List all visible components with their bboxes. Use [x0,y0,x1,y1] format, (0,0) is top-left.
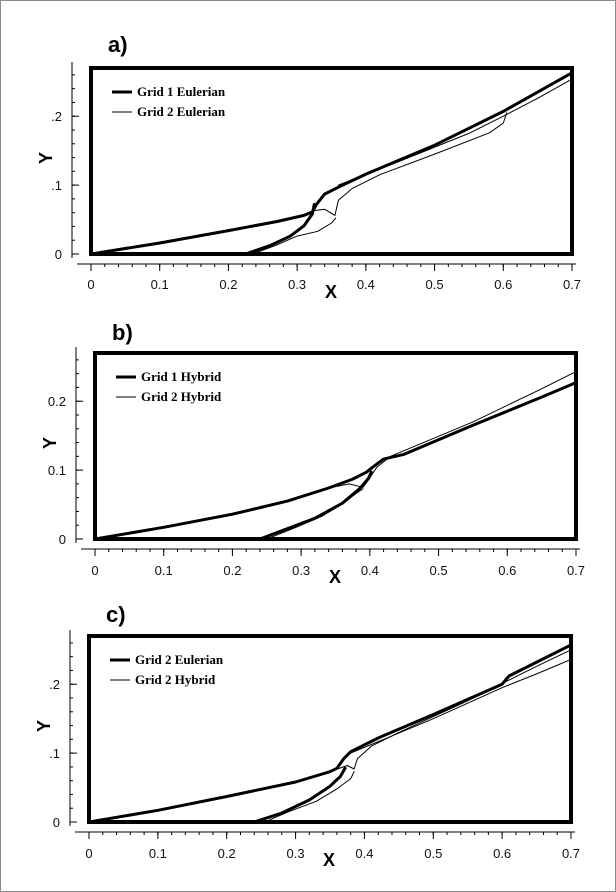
x-tick-label: 0.3 [288,277,306,292]
legend: Grid 1 Hybrid Grid 2 Hybrid [116,369,222,404]
plot-border [87,634,573,824]
x-tick-label: 0.2 [223,563,241,578]
y-tick-label: 0.1 [48,463,66,478]
legend-label: Grid 2 Eulerian [135,652,224,667]
series-line [91,112,508,254]
plot-border [89,66,574,256]
legend-label: Grid 2 Hybrid [141,389,222,404]
y-tick-label: .1 [49,746,60,761]
x-tick-label: 0.3 [287,846,305,861]
series-line [89,649,571,822]
x-tick-label: 0 [91,563,98,578]
panel-label: a) [108,32,128,57]
series-line [258,470,373,539]
x-axis-title: X [329,567,341,587]
x-tick-label: 0.6 [494,277,512,292]
x-tick-label: 0.7 [567,563,585,578]
x-tick-label: 0.4 [361,563,379,578]
y-tick-label: 0 [55,247,62,262]
plot-border [93,351,578,541]
y-tick-label: 0 [53,815,60,830]
y-tick-label: 0.2 [48,394,66,409]
series-line [252,766,347,822]
series-line [252,217,337,254]
series-line [337,78,572,186]
x-tick-label: 0.2 [219,277,237,292]
x-tick-label: 0.5 [424,846,442,861]
x-tick-label: 0.7 [563,277,581,292]
y-tick-label: .2 [51,109,62,124]
legend: Grid 1 Eulerian Grid 2 Eulerian [112,84,226,119]
x-tick-label: 0.6 [498,563,516,578]
plot-lines [91,71,572,254]
x-tick-label: 0.3 [292,563,310,578]
y-axis-title: Y [34,720,54,732]
x-tick-label: 0 [85,846,92,861]
legend: Grid 2 Eulerian Grid 2 Hybrid [110,652,224,687]
series-line [244,202,316,254]
y-axis-title: Y [36,152,56,164]
legend-label: Grid 1 Eulerian [137,84,226,99]
panel-label: c) [106,602,126,627]
x-tick-label: 0.4 [357,277,375,292]
x-tick-label: 0.1 [151,277,169,292]
x-tick-label: 0.4 [355,846,373,861]
plot-lines [89,643,571,822]
x-tick-label: 0.5 [426,277,444,292]
series-line [95,371,576,539]
y-tick-label: 0 [59,532,66,547]
series-line [266,488,364,539]
panel-label: b) [112,320,133,345]
x-tick-label: 0.6 [493,846,511,861]
legend-label: Grid 2 Eulerian [137,104,226,119]
x-tick-label: 0 [87,277,94,292]
plot-area [89,636,571,822]
chart-panel: b) 0 0.1 0.2 0 0.1 0.2 0.3 0.4 0.5 0.6 0.7 X Y Grid 1 … [40,320,585,587]
legend-label: Grid 2 Hybrid [135,672,216,687]
x-axis-title: X [325,282,337,302]
series-line [350,658,571,754]
y-axis-title: Y [40,437,60,449]
y-tick-label: .2 [49,677,60,692]
plot-lines [95,371,576,539]
x-tick-label: 0.1 [149,846,167,861]
series-line [264,771,355,822]
x-axis-title: X [323,850,335,870]
legend-label: Grid 1 Hybrid [141,369,222,384]
x-tick-label: 0.1 [155,563,173,578]
y-tick-label: .1 [51,178,62,193]
x-tick-label: 0.7 [562,846,580,861]
x-tick-label: 0.2 [218,846,236,861]
x-tick-label: 0.5 [430,563,448,578]
